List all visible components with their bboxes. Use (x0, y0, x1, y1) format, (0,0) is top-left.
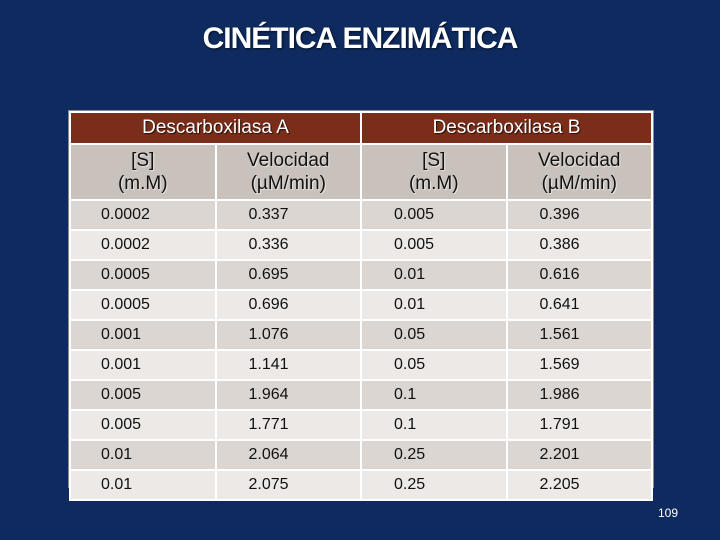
table-row: 0.0002 0.337 0.005 0.396 (69, 199, 653, 231)
table-cell: 0.01 (69, 469, 217, 501)
table-cell: 1.986 (505, 379, 653, 411)
column-header-line2: (µM/min) (541, 173, 617, 194)
table-cell: 0.005 (69, 409, 217, 441)
group-header-a: Descarboxilasa A (69, 111, 362, 145)
column-header-line1: [S] (422, 150, 446, 171)
table-cell: 0.386 (505, 229, 653, 261)
table-cell: 1.076 (214, 319, 362, 351)
group-header-row: Descarboxilasa A Descarboxilasa B (69, 111, 653, 145)
table-cell: 2.201 (505, 439, 653, 471)
table-cell: 0.696 (214, 289, 362, 321)
table-row: 0.001 1.141 0.05 1.569 (69, 349, 653, 381)
column-header-line1: [S] (131, 150, 155, 171)
table-row: 0.01 2.075 0.25 2.205 (69, 469, 653, 501)
table-cell: 0.0005 (69, 289, 217, 321)
column-header-velocity-a: Velocidad (µM/min) (214, 143, 362, 201)
table-cell: 0.001 (69, 319, 217, 351)
table-cell: 0.396 (505, 199, 653, 231)
table-cell: 1.964 (214, 379, 362, 411)
table-row: 0.005 1.771 0.1 1.791 (69, 409, 653, 441)
table-row: 0.01 2.064 0.25 2.201 (69, 439, 653, 471)
column-header-line1: Velocidad (538, 150, 621, 171)
table-cell: 0.05 (360, 319, 508, 351)
column-header-s-b: [S] (m.M) (360, 143, 508, 201)
column-header-row: [S] (m.M) Velocidad (µM/min) [S] (m.M) V… (69, 143, 653, 201)
table-cell: 2.075 (214, 469, 362, 501)
table-cell: 1.141 (214, 349, 362, 381)
table-row: 0.001 1.076 0.05 1.561 (69, 319, 653, 351)
table-cell: 2.064 (214, 439, 362, 471)
table-cell: 0.001 (69, 349, 217, 381)
table-cell: 0.005 (360, 199, 508, 231)
slide-title: CINÉTICA ENZIMÁTICA (202, 22, 519, 55)
column-header-velocity-b: Velocidad (µM/min) (505, 143, 653, 201)
table-cell: 0.005 (360, 229, 508, 261)
table-cell: 0.0002 (69, 199, 217, 231)
table-cell: 0.01 (360, 289, 508, 321)
table-cell: 0.641 (505, 289, 653, 321)
column-header-line2: (m.M) (117, 173, 168, 194)
column-header-line1: Velocidad (247, 150, 330, 171)
table-cell: 0.05 (360, 349, 508, 381)
table-row: 0.0005 0.696 0.01 0.641 (69, 289, 653, 321)
table-cell: 1.569 (505, 349, 653, 381)
table-cell: 0.336 (214, 229, 362, 261)
table-cell: 0.337 (214, 199, 362, 231)
table-row: 0.005 1.964 0.1 1.986 (69, 379, 653, 411)
table-cell: 0.1 (360, 409, 508, 441)
table-cell: 0.01 (360, 259, 508, 291)
table-cell: 0.616 (505, 259, 653, 291)
table-cell: 0.0002 (69, 229, 217, 261)
column-header-line2: (µM/min) (250, 173, 326, 194)
page-number: 109 (658, 506, 679, 520)
group-header-b: Descarboxilasa B (360, 111, 653, 145)
column-header-line2: (m.M) (408, 173, 459, 194)
table-cell: 0.25 (360, 469, 508, 501)
table-cell: 1.771 (214, 409, 362, 441)
kinetics-table: Descarboxilasa A Descarboxilasa B [S] (m… (68, 110, 654, 501)
table-cell: 0.695 (214, 259, 362, 291)
table-cell: 1.791 (505, 409, 653, 441)
column-header-s-a: [S] (m.M) (69, 143, 217, 201)
table-row: 0.0002 0.336 0.005 0.386 (69, 229, 653, 261)
table-cell: 2.205 (505, 469, 653, 501)
table-cell: 0.005 (69, 379, 217, 411)
table-cell: 0.0005 (69, 259, 217, 291)
table-cell: 1.561 (505, 319, 653, 351)
table-cell: 0.1 (360, 379, 508, 411)
table-cell: 0.25 (360, 439, 508, 471)
table-row: 0.0005 0.695 0.01 0.616 (69, 259, 653, 291)
table-cell: 0.01 (69, 439, 217, 471)
